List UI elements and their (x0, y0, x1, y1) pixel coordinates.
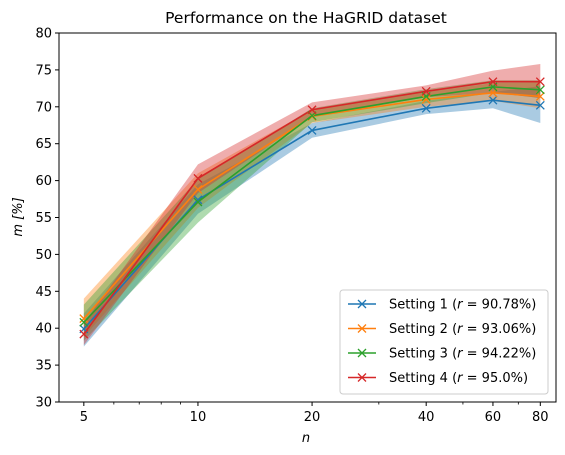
y-tick-label: 70 (35, 100, 52, 115)
legend-box (339, 289, 549, 395)
legend-swatch-marker (357, 348, 367, 358)
y-tick-label: 55 (35, 211, 52, 226)
series-2-point (421, 94, 431, 104)
series-3-line (83, 86, 541, 323)
series-1-point (421, 103, 431, 113)
x-tick-label: 40 (418, 410, 435, 425)
legend-label: Setting 4 (r = 95.0%) (389, 371, 528, 386)
legend-label: Setting 3 (r = 94.22%) (389, 347, 536, 362)
axes: 30 35 40 45 50 55 60 65 70 75 80 5 10 20 40 60 80 (35, 27, 557, 425)
x-tick-label: 10 (190, 410, 207, 425)
x-tick-label: 20 (304, 410, 321, 425)
series-1-point (307, 125, 317, 135)
x-tick-label: 80 (532, 410, 549, 425)
series-3-point (535, 85, 545, 95)
series-2-line (83, 91, 541, 320)
series-4-point (193, 173, 203, 183)
series-2-point (193, 184, 203, 194)
legend-entry: Setting 3 (r = 94.22%) (348, 347, 536, 362)
legend-entry: Setting 4 (r = 95.0%) (348, 371, 528, 386)
y-tick-label: 45 (35, 285, 52, 300)
series-1-point (535, 100, 545, 110)
x-tick-label: 5 (80, 410, 88, 425)
y-axis-label: m [%] (11, 197, 26, 236)
y-tick-label: 80 (35, 27, 52, 42)
legend-swatch-marker (357, 299, 367, 309)
legend: Setting 1 (r = 90.78%) Setting 2 (r = 93.… (339, 289, 549, 395)
series-lines (83, 80, 541, 335)
y-tick-label: 50 (35, 248, 52, 263)
series-1-point (193, 195, 203, 205)
series-4-point (535, 77, 545, 87)
legend-entry: Setting 2 (r = 93.06%) (348, 322, 536, 337)
y-tick-label: 75 (35, 63, 52, 78)
legend-label: Setting 2 (r = 93.06%) (389, 322, 536, 337)
series-4-point (307, 105, 317, 115)
legend-swatch-marker (357, 373, 367, 382)
series-2-point (79, 314, 89, 324)
chart-title: Performance on the HaGRID dataset (165, 9, 447, 27)
y-tick-label: 35 (35, 359, 52, 374)
y-tick-label: 65 (35, 137, 52, 152)
y-tick-label: 30 (35, 396, 52, 411)
y-tick-label: 60 (35, 174, 52, 189)
series-markers (79, 77, 545, 339)
series-2-point (535, 92, 545, 101)
legend-swatch-marker (357, 324, 367, 333)
series-4-point (79, 329, 89, 339)
y-tick-label: 40 (35, 322, 52, 337)
x-axis-label: n (302, 431, 310, 446)
series-4-point (421, 86, 431, 96)
legend-label: Setting 1 (r = 90.78%) (389, 298, 536, 313)
legend-entry: Setting 1 (r = 90.78%) (348, 298, 536, 313)
series-4-point (488, 77, 498, 87)
x-tick-label: 60 (485, 410, 502, 425)
series-4-line (83, 80, 541, 335)
series-3-point (193, 197, 203, 207)
series-1-point (488, 95, 498, 105)
series-3-point (79, 317, 89, 327)
